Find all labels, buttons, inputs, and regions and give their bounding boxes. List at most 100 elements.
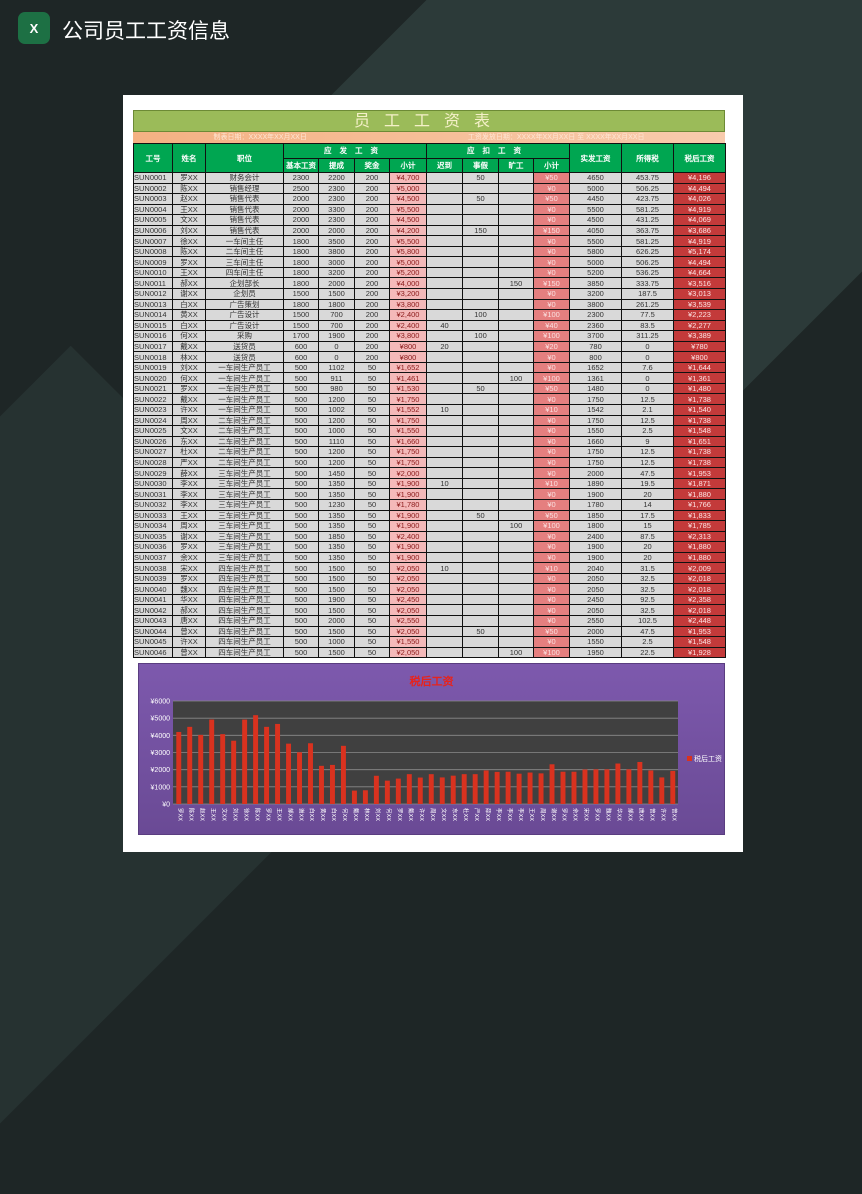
cell-absent[interactable] xyxy=(498,382,534,395)
cell-net[interactable]: ¥1,953 xyxy=(673,625,726,638)
cell-leave[interactable]: 50 xyxy=(462,193,499,205)
cell-id[interactable]: SUN0021 xyxy=(133,382,173,395)
cell-actual[interactable]: 1361 xyxy=(569,372,622,384)
cell-name[interactable]: 罗XX xyxy=(172,172,206,184)
cell-late[interactable] xyxy=(426,382,463,395)
cell-actual[interactable]: 1660 xyxy=(569,435,622,448)
cell-late[interactable]: 10 xyxy=(426,477,463,490)
cell-deduct-subtotal[interactable]: ¥100 xyxy=(533,520,570,532)
cell-base[interactable]: 500 xyxy=(283,414,319,427)
cell-actual[interactable]: 1542 xyxy=(569,404,622,416)
cell-leave[interactable] xyxy=(462,562,499,574)
cell-late[interactable]: 20 xyxy=(426,340,463,353)
cell-name[interactable]: 谢XX xyxy=(172,288,206,300)
cell-name[interactable]: 陈XX xyxy=(172,245,206,258)
cell-net[interactable]: ¥4,494 xyxy=(673,256,726,268)
cell-leave[interactable]: 50 xyxy=(462,382,499,395)
cell-absent[interactable] xyxy=(498,309,534,321)
cell-tax[interactable]: 0 xyxy=(621,372,674,384)
cell-commission[interactable]: 911 xyxy=(318,372,355,384)
cell-tax[interactable]: 333.75 xyxy=(621,277,674,289)
cell-commission[interactable]: 1350 xyxy=(318,477,355,490)
cell-absent[interactable]: 100 xyxy=(498,520,534,532)
cell-commission[interactable]: 1350 xyxy=(318,551,355,564)
cell-payable-subtotal[interactable]: ¥1,900 xyxy=(389,520,427,532)
cell-commission[interactable]: 1000 xyxy=(318,636,355,648)
cell-net[interactable]: ¥1,880 xyxy=(673,541,726,553)
cell-id[interactable]: SUN0028 xyxy=(133,456,173,469)
cell-payable-subtotal[interactable]: ¥4,700 xyxy=(389,172,427,184)
cell-leave[interactable] xyxy=(462,456,499,469)
cell-payable-subtotal[interactable]: ¥2,050 xyxy=(389,583,427,595)
cell-deduct-subtotal[interactable]: ¥0 xyxy=(533,182,570,195)
cell-absent[interactable] xyxy=(498,298,534,311)
cell-late[interactable] xyxy=(426,636,463,648)
cell-net[interactable]: ¥4,919 xyxy=(673,203,726,216)
cell-base[interactable]: 500 xyxy=(283,541,319,553)
cell-commission[interactable]: 700 xyxy=(318,319,355,332)
cell-leave[interactable] xyxy=(462,319,499,332)
cell-actual[interactable]: 3850 xyxy=(569,277,622,289)
cell-bonus[interactable]: 50 xyxy=(354,404,390,416)
cell-tax[interactable]: 12.5 xyxy=(621,456,674,469)
cell-id[interactable]: SUN0023 xyxy=(133,404,173,416)
cell-leave[interactable]: 50 xyxy=(462,172,499,184)
cell-actual[interactable]: 5200 xyxy=(569,266,622,279)
cell-name[interactable]: 何XX xyxy=(172,330,206,342)
cell-position[interactable]: 三车间生产员工 xyxy=(205,488,284,500)
cell-id[interactable]: SUN0025 xyxy=(133,425,173,437)
cell-id[interactable]: SUN0041 xyxy=(133,593,173,606)
cell-deduct-subtotal[interactable]: ¥0 xyxy=(533,351,570,363)
cell-id[interactable]: SUN0042 xyxy=(133,604,173,616)
cell-name[interactable]: 罗XX xyxy=(172,382,206,395)
cell-bonus[interactable]: 50 xyxy=(354,361,390,374)
cell-actual[interactable]: 1550 xyxy=(569,425,622,437)
cell-actual[interactable]: 1950 xyxy=(569,646,622,659)
cell-bonus[interactable]: 50 xyxy=(354,414,390,427)
cell-position[interactable]: 销售代表 xyxy=(205,214,284,226)
cell-late[interactable] xyxy=(426,414,463,427)
cell-leave[interactable] xyxy=(462,425,499,437)
cell-net[interactable]: ¥5,174 xyxy=(673,245,726,258)
cell-net[interactable]: ¥1,651 xyxy=(673,435,726,448)
cell-position[interactable]: 销售代表 xyxy=(205,193,284,205)
cell-net[interactable]: ¥1,480 xyxy=(673,382,726,395)
cell-payable-subtotal[interactable]: ¥2,000 xyxy=(389,467,427,479)
cell-leave[interactable] xyxy=(462,614,499,627)
cell-payable-subtotal[interactable]: ¥2,050 xyxy=(389,572,427,585)
cell-commission[interactable]: 1900 xyxy=(318,330,355,342)
cell-tax[interactable]: 15 xyxy=(621,520,674,532)
cell-name[interactable]: 严XX xyxy=(172,456,206,469)
cell-deduct-subtotal[interactable]: ¥150 xyxy=(533,277,570,289)
cell-base[interactable]: 2000 xyxy=(283,214,319,226)
cell-leave[interactable] xyxy=(462,530,499,543)
cell-tax[interactable]: 14 xyxy=(621,498,674,511)
cell-deduct-subtotal[interactable]: ¥0 xyxy=(533,614,570,627)
cell-actual[interactable]: 1750 xyxy=(569,446,622,458)
cell-id[interactable]: SUN0039 xyxy=(133,572,173,585)
cell-actual[interactable]: 1750 xyxy=(569,393,622,406)
cell-deduct-subtotal[interactable]: ¥0 xyxy=(533,541,570,553)
cell-base[interactable]: 1800 xyxy=(283,298,319,311)
cell-payable-subtotal[interactable]: ¥1,780 xyxy=(389,498,427,511)
cell-tax[interactable]: 32.5 xyxy=(621,572,674,585)
cell-id[interactable]: SUN0045 xyxy=(133,636,173,648)
cell-id[interactable]: SUN0005 xyxy=(133,214,173,226)
cell-commission[interactable]: 1200 xyxy=(318,414,355,427)
cell-net[interactable]: ¥1,644 xyxy=(673,361,726,374)
cell-id[interactable]: SUN0008 xyxy=(133,245,173,258)
cell-position[interactable]: 一车间生产员工 xyxy=(205,361,284,374)
cell-position[interactable]: 销售经理 xyxy=(205,182,284,195)
cell-absent[interactable] xyxy=(498,477,534,490)
cell-actual[interactable]: 4650 xyxy=(569,172,622,184)
cell-leave[interactable] xyxy=(462,583,499,595)
cell-actual[interactable]: 1890 xyxy=(569,477,622,490)
cell-bonus[interactable]: 50 xyxy=(354,593,390,606)
cell-bonus[interactable]: 200 xyxy=(354,309,390,321)
cell-base[interactable]: 500 xyxy=(283,636,319,648)
cell-id[interactable]: SUN0016 xyxy=(133,330,173,342)
cell-absent[interactable] xyxy=(498,456,534,469)
cell-tax[interactable]: 0 xyxy=(621,351,674,363)
cell-commission[interactable]: 1850 xyxy=(318,530,355,543)
cell-payable-subtotal[interactable]: ¥1,750 xyxy=(389,446,427,458)
